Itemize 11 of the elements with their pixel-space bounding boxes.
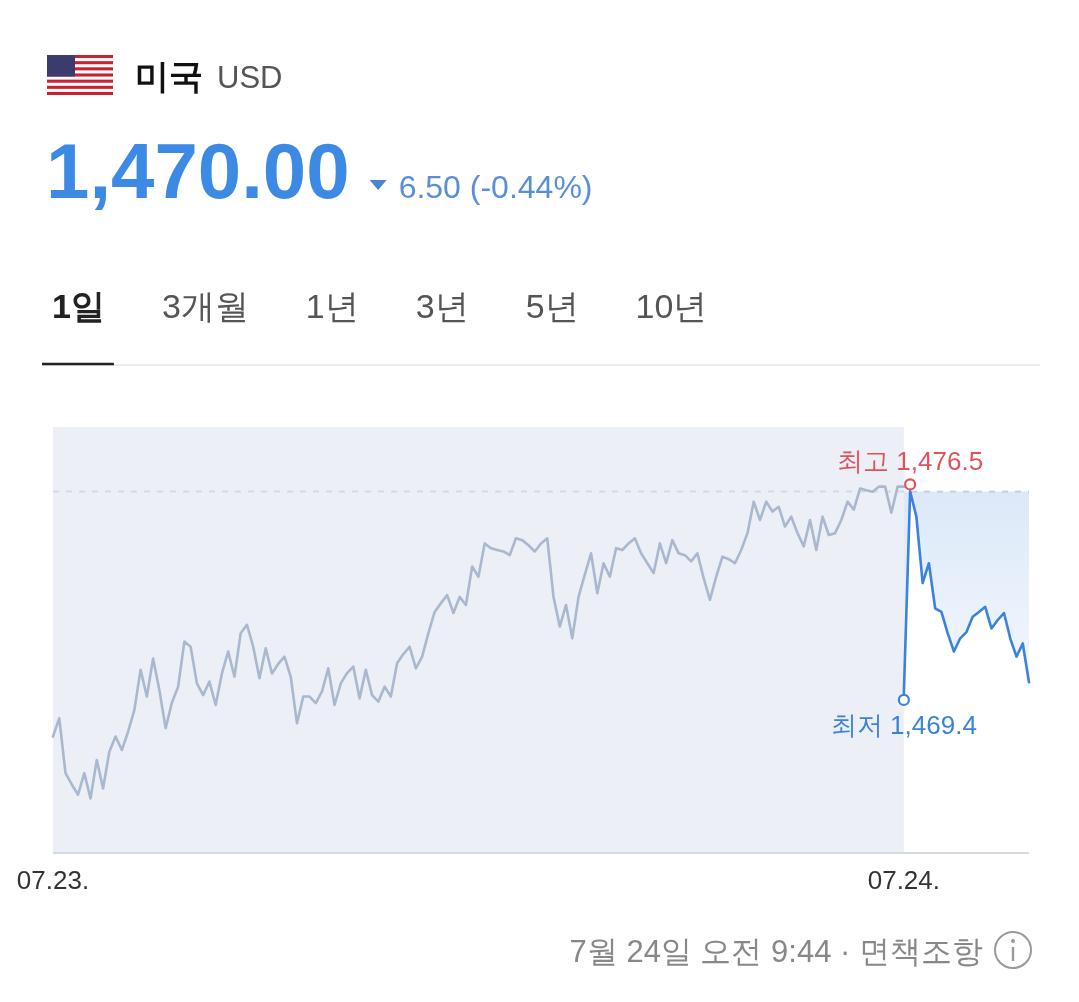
annotation: 최고 1,476.5 <box>837 446 984 491</box>
x-tick-label: 07.24. <box>867 865 940 895</box>
title: 미국 USD <box>135 57 283 95</box>
annotation: 최고 1,476.5 <box>837 446 984 477</box>
annotation: 최저 1,469.4 <box>830 709 977 740</box>
x-tick-label: 07.23. <box>16 865 90 895</box>
tabs: 1일 3개월 1년 3년 5년 10년 <box>41 287 1041 366</box>
subtitle: 6.50 (-0.44%) <box>398 169 593 205</box>
annotation: 최저 1,469.4 <box>830 693 977 740</box>
footer: 7월 24일 오전 9:44 · 면책조항 <box>569 934 983 969</box>
subtitle: 1,470.00 <box>46 127 350 215</box>
